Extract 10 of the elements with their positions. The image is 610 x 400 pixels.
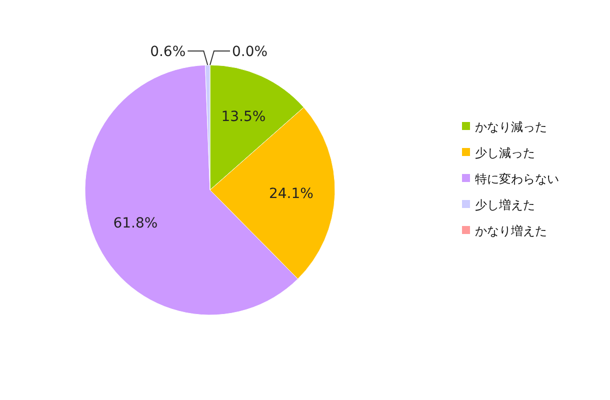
legend-label: かなり減った (475, 120, 547, 134)
legend-label: 少し減った (475, 146, 535, 160)
data-label: 61.8% (113, 215, 158, 232)
legend-label: かなり増えた (475, 224, 547, 238)
data-label: 0.6% (150, 44, 186, 60)
text: 0.0% (232, 44, 268, 60)
legend-label: 少し増えた (475, 198, 535, 212)
data-label: 24.1% (268, 186, 314, 202)
legend-label: 特に変わらない (475, 172, 559, 186)
data-label: 13.5% (221, 108, 266, 125)
